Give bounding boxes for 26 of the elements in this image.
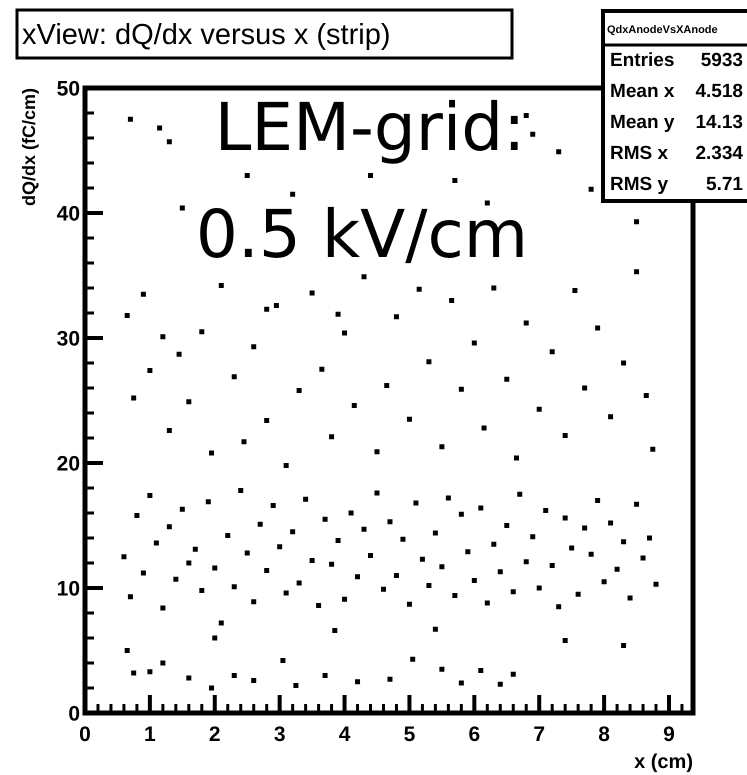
text: QdxAnodeVsXAnode (607, 24, 718, 36)
x-tick-label: 5 (404, 723, 416, 746)
text: Entries 5933 (610, 50, 743, 71)
annotation: 0.5 kV/cm (196, 196, 528, 273)
y-tick-label: 10 (56, 577, 80, 600)
annotation: Mean x 4.518 (610, 81, 743, 102)
annotation: LEM-grid: (214, 89, 526, 166)
x-tick-label: 1 (144, 723, 156, 746)
y-tick-label: 20 (56, 452, 80, 476)
x-tick-label: 7 (533, 723, 546, 746)
x-tick-label: 4 (338, 723, 351, 746)
x-tick-label: 8 (598, 723, 610, 746)
annotation: Mean y 14.13 (610, 112, 743, 133)
x-tick-label: 2 (208, 723, 221, 746)
x-tick-label: 9 (663, 723, 675, 746)
y-tick-label: 50 (56, 77, 80, 100)
text: RMS y 5.71 (610, 174, 743, 195)
y-tick-label: 40 (56, 202, 80, 226)
chart-title: xView: dQ/dx versus x (strip) (22, 19, 391, 51)
y-axis-title: dQ/dx (fC/cm) (19, 88, 39, 206)
text: RMS x 2.334 (610, 143, 743, 164)
x-axis-title: x (cm) (634, 751, 693, 773)
x-tick-label: 6 (468, 723, 480, 746)
x-tick-label: 3 (274, 723, 286, 746)
y-tick-label: 30 (56, 327, 80, 350)
y-tick-label: 0 (68, 702, 80, 726)
